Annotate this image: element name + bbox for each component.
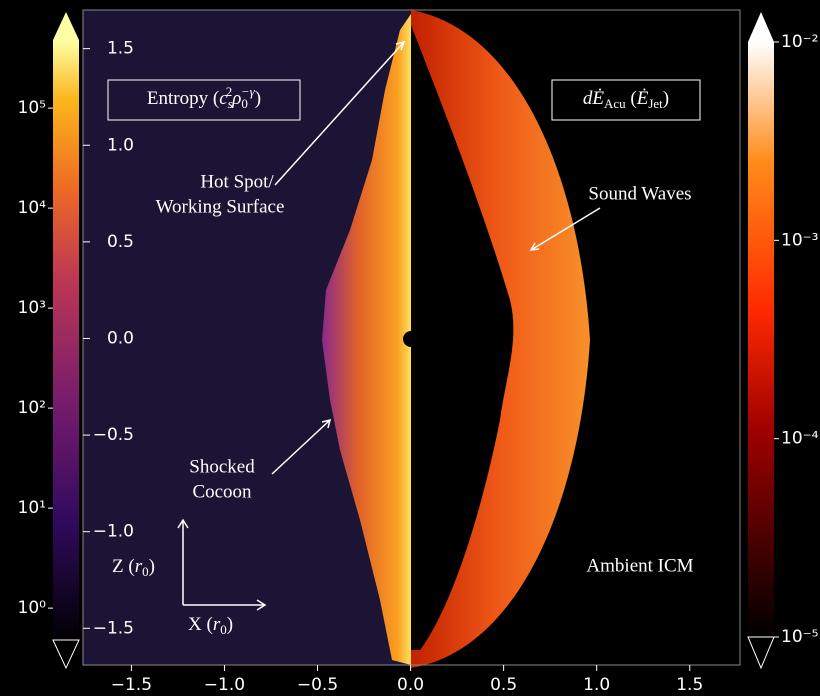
x-axis-label: X (r0) [188,614,233,637]
x-tick-label: 1.5 [676,675,703,695]
x-tick-label: 0.0 [397,675,424,695]
x-tick-label: −1.5 [111,675,152,695]
cbar-extend [53,12,79,40]
jet-source [403,331,419,347]
colorbar-tick-label: 10⁵ [18,98,46,118]
annotation: Cocoon [192,481,252,502]
colorbar-tick-label: 10⁴ [18,198,47,218]
colorbar-tick-label: 10⁻⁵ [781,627,818,647]
x-tick-label: 0.5 [490,675,517,695]
x-tick-label: −0.5 [297,675,338,695]
annotation: Hot Spot/ [200,171,274,192]
colorbar-tick-label: 10² [18,398,46,418]
colorbar-tick-label: 10⁻⁴ [781,429,819,449]
annotation: Working Surface [156,196,285,217]
annotation: Ambient ICM [586,555,693,576]
left-colorbar [53,40,79,640]
colorbar-tick-label: 10³ [18,298,46,318]
cbar-extend [53,640,79,668]
cbar-extend [748,637,774,668]
y-tick-label: 0.5 [107,232,134,252]
colorbar-tick-label: 10⁰ [18,598,47,618]
entropy-label: Entropy (cs2ρ0−γ) [147,84,261,111]
colorbar-tick-label: 10⁻² [781,32,818,52]
y-tick-label: 1.0 [107,135,134,155]
colorbar-tick-label: 10⁻³ [781,230,818,250]
cbar-extend [748,12,774,42]
x-tick-label: 1.0 [583,675,610,695]
y-tick-label: −0.5 [93,425,134,445]
colorbar-tick-label: 10¹ [18,498,46,518]
figure: Entropy (cs2ρ0−γ) dĖAcu (ĖJet) Hot Spot/… [0,0,820,696]
y-tick-label: 0.0 [107,328,134,348]
x-tick-label: −1.0 [204,675,245,695]
annotation: Sound Waves [588,183,691,204]
y-tick-label: −1.0 [93,522,134,542]
y-tick-label: −1.5 [93,618,134,638]
right-colorbar [748,42,774,637]
annotation: Shocked [189,456,255,477]
z-axis-label: Z (r0) [112,556,155,579]
y-tick-label: 1.5 [107,39,134,59]
